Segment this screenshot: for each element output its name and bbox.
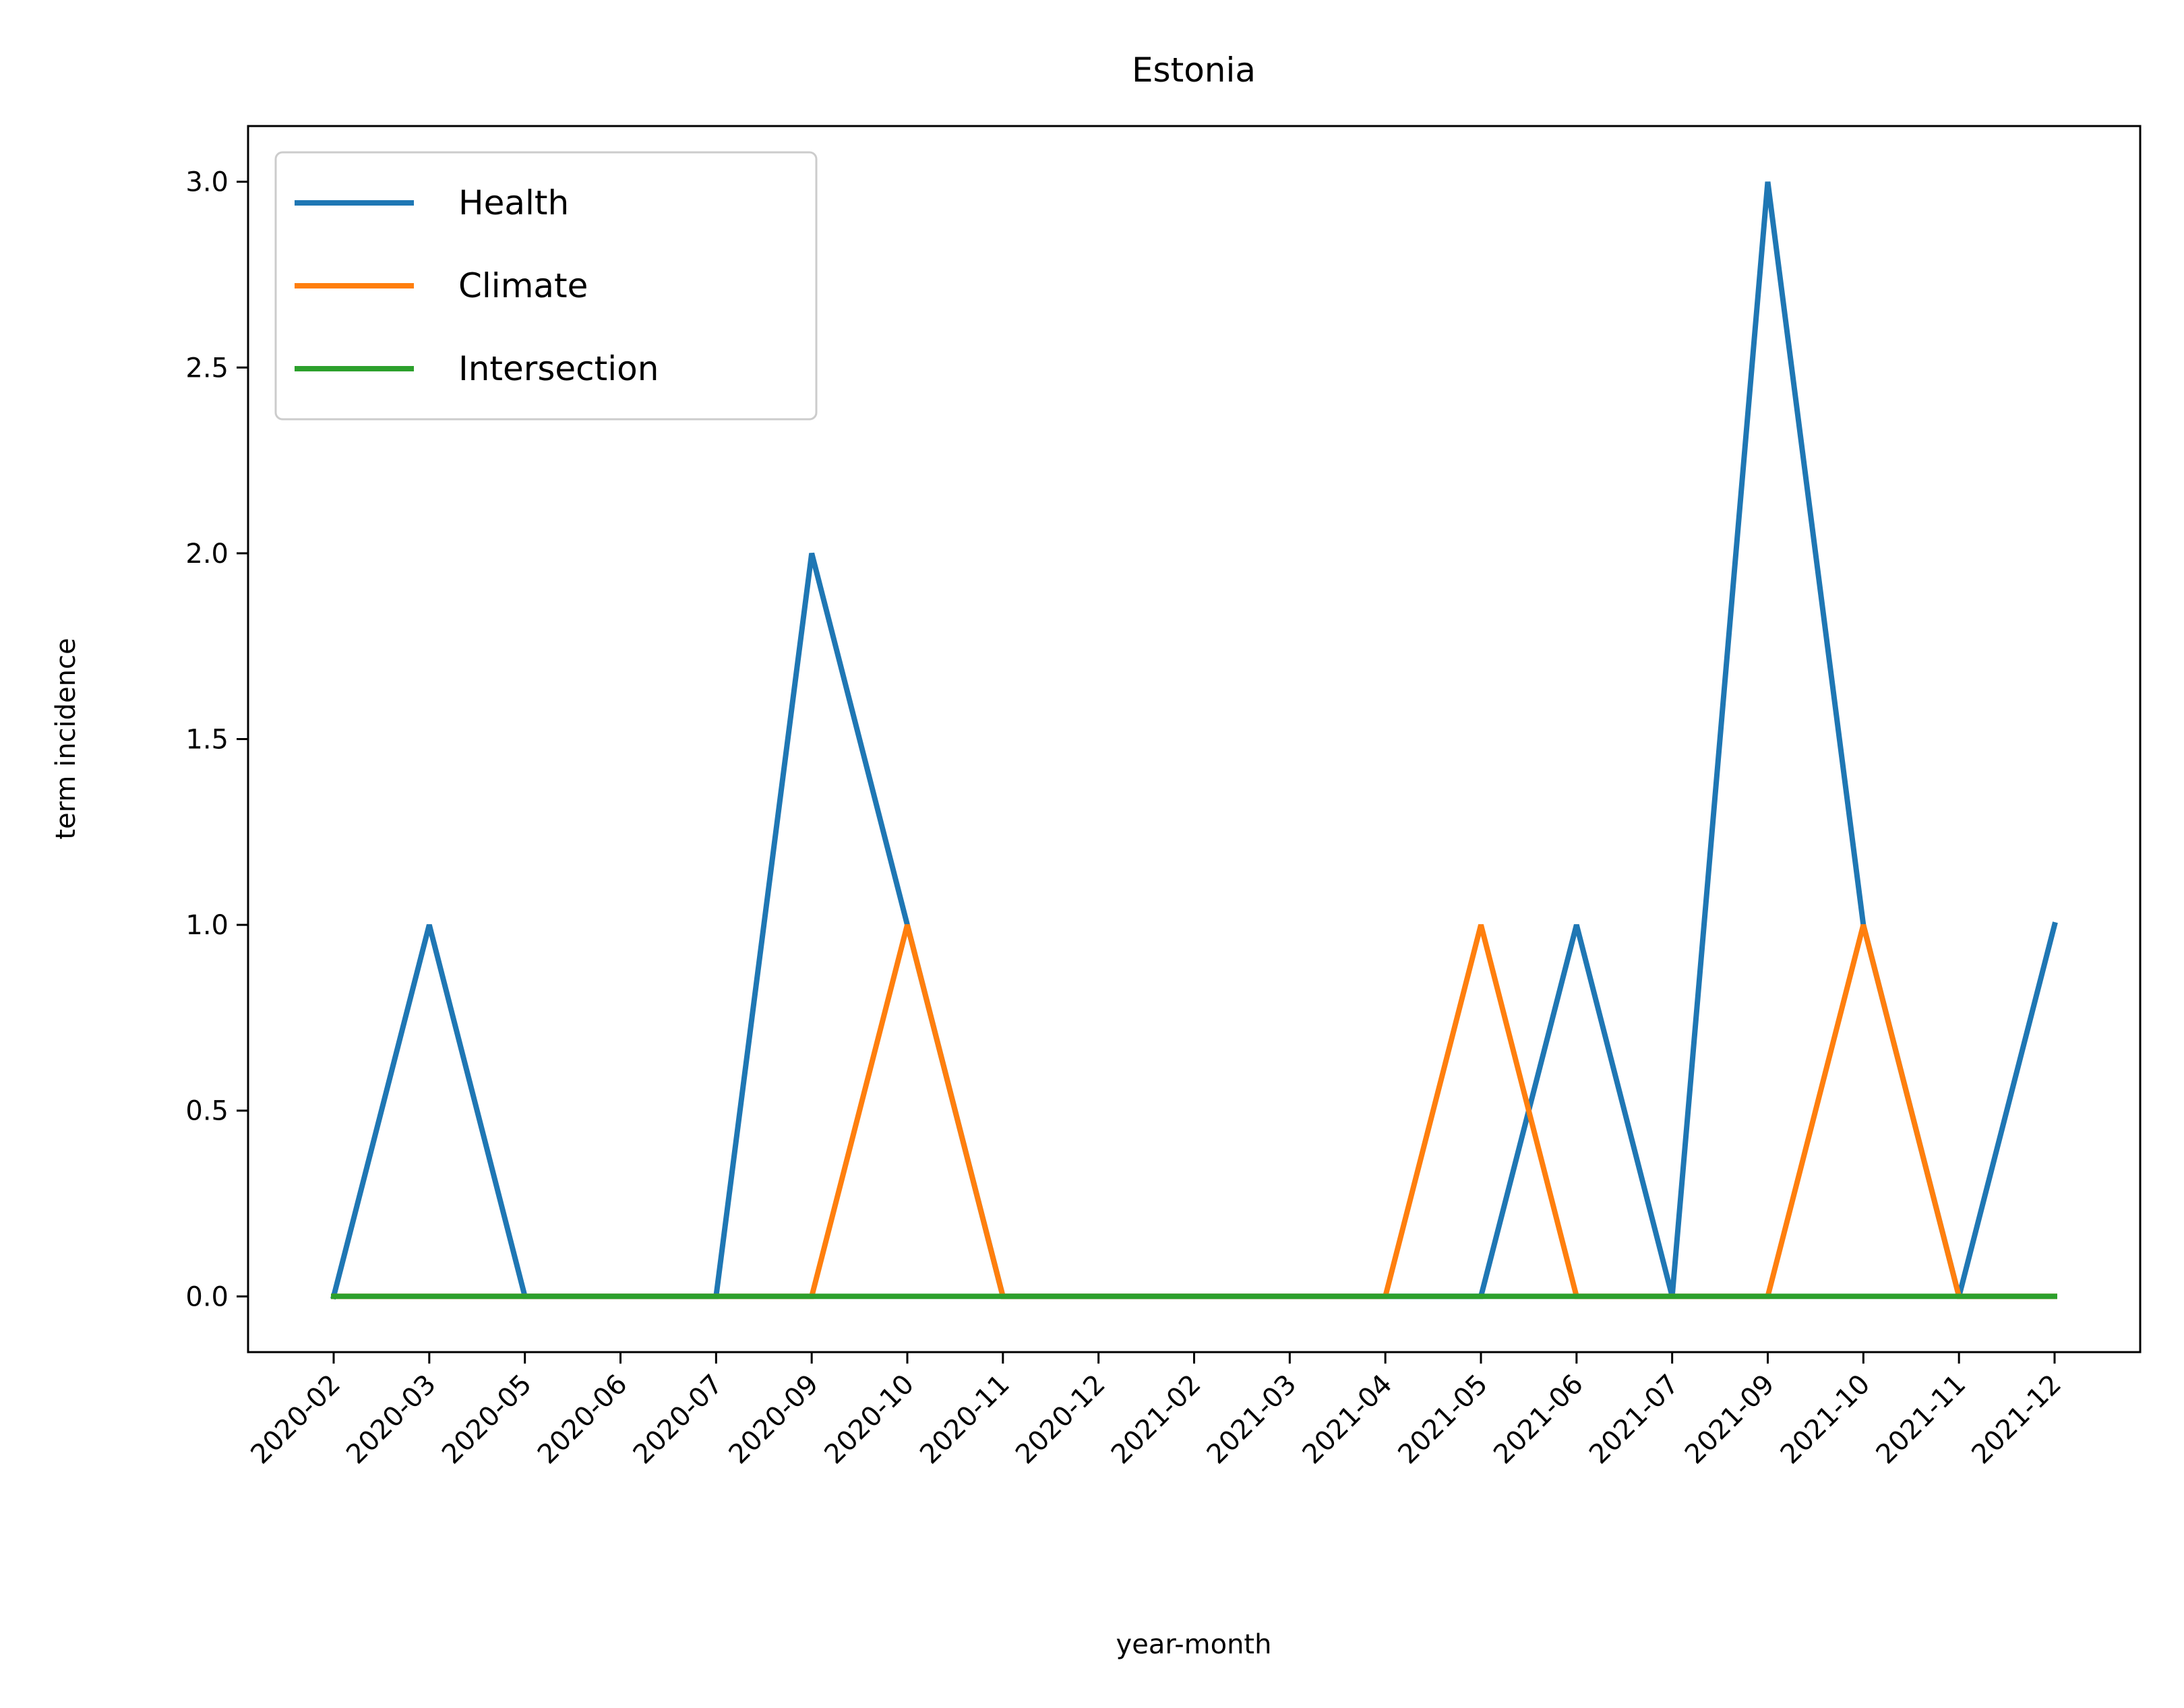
chart-title: Estonia — [1132, 51, 1256, 90]
y-tick-label: 3.0 — [185, 167, 229, 198]
y-tick-label: 0.5 — [185, 1096, 229, 1127]
x-axis-label: year-month — [1116, 1629, 1272, 1660]
legend-label-climate: Climate — [458, 266, 588, 305]
y-axis-label: term incidence — [51, 638, 82, 839]
legend-label-health: Health — [458, 183, 569, 222]
y-tick-label: 0.0 — [185, 1281, 229, 1312]
y-tick-label: 1.0 — [185, 910, 229, 941]
y-tick-label: 2.5 — [185, 353, 229, 384]
legend-label-intersection: Intersection — [458, 349, 659, 388]
legend-box — [274, 151, 818, 421]
y-tick-label: 2.0 — [185, 539, 229, 570]
y-tick-label: 1.5 — [185, 725, 229, 756]
